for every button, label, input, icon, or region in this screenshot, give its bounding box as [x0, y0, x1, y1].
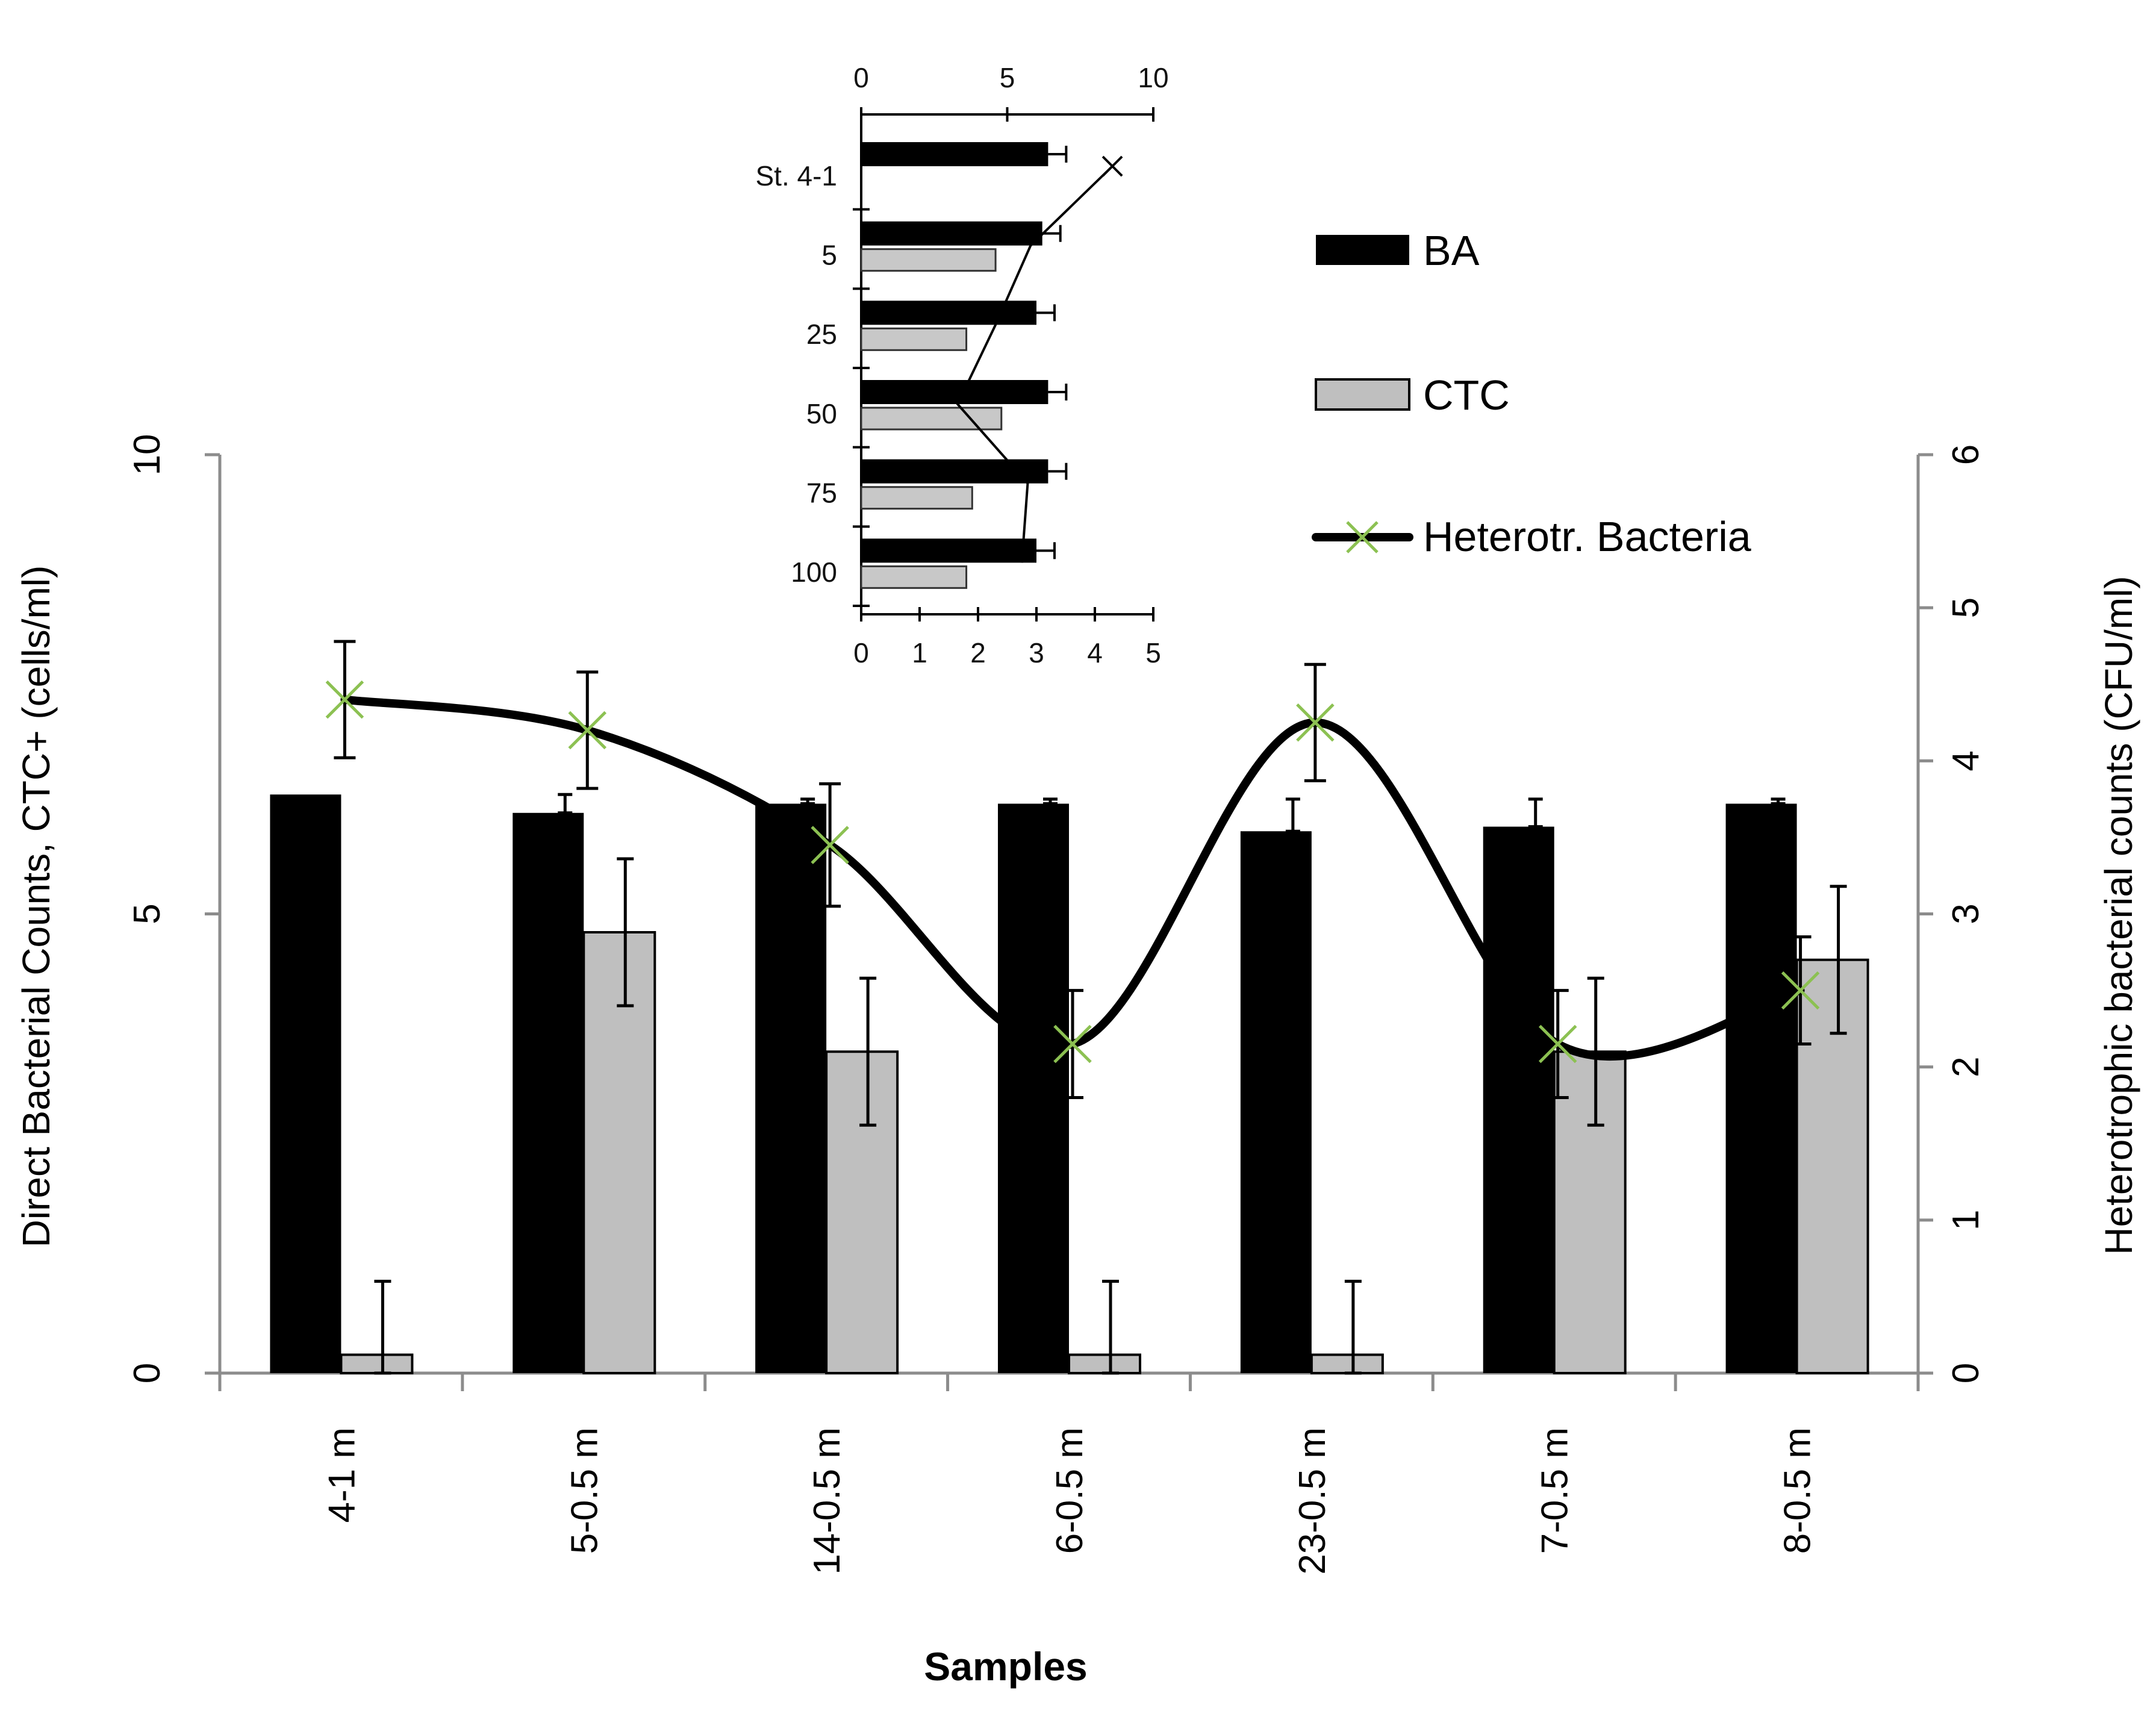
x-tick-label: 6-0.5 m — [1049, 1427, 1091, 1554]
bar-ctc — [340, 1353, 414, 1374]
legend-label-heterotr: Heterotr. Bacteria — [1423, 513, 1751, 560]
bar-ba — [755, 803, 827, 1373]
bar-ba — [513, 812, 584, 1373]
x-axis-title: Samples — [924, 1644, 1087, 1689]
bar-ctc — [582, 931, 656, 1374]
inset-bar-ba — [861, 459, 1048, 484]
bar-ba — [270, 794, 341, 1373]
marker-heterotr — [568, 711, 607, 750]
y-tick-label: 5 — [126, 903, 168, 924]
inset-category-label: 100 — [791, 556, 837, 588]
legend-swatch-heterotr-marker — [1346, 521, 1379, 553]
bar-ba — [1483, 826, 1554, 1373]
inset-bottom-tick-label: 3 — [1029, 637, 1044, 668]
y2-tick-label: 6 — [1945, 444, 1987, 465]
inset-bottom-tick-label: 5 — [1145, 637, 1161, 668]
inset-bottom-tick-label: 2 — [970, 637, 986, 668]
y-axis-title: Direct Bacterial Counts, CTC+ (cells/ml) — [14, 566, 58, 1248]
legend-label-ba: BA — [1423, 227, 1480, 274]
y2-axis-title: Heterotrophic bacterial counts (CFU/ml) — [2097, 576, 2140, 1254]
inset-category-label: 50 — [806, 398, 837, 429]
x-tick-label: 7-0.5 m — [1534, 1427, 1576, 1554]
inset-category-label: 75 — [806, 478, 837, 509]
inset-bottom-tick-label: 0 — [853, 637, 869, 668]
x-tick-label: 14-0.5 m — [806, 1427, 848, 1575]
bar-ctc — [1310, 1353, 1384, 1374]
inset-category-label: St. 4-1 — [755, 160, 837, 192]
bar-ctc — [1553, 1050, 1627, 1374]
y2-tick-label: 1 — [1945, 1210, 1987, 1230]
legend-swatch-ctc — [1315, 378, 1410, 411]
legend: BA CTC Heterotr. Bacteria — [1312, 227, 1751, 560]
x-tick-label: 8-0.5 m — [1777, 1427, 1819, 1554]
x-tick-label: 5-0.5 m — [564, 1427, 605, 1554]
inset-bar-ctc — [860, 486, 973, 510]
inset-top-tick-label: 5 — [1000, 62, 1015, 93]
inset-bar-ba — [861, 301, 1036, 325]
marker-heterotr — [1053, 1024, 1092, 1064]
inset-marker-heterotr — [1101, 155, 1123, 177]
bar-ba — [1725, 803, 1797, 1373]
inset-category-label: 25 — [806, 319, 837, 350]
inset-bar-ctc — [860, 407, 1003, 431]
bar-ctc — [1068, 1353, 1141, 1374]
inset-category-label: 5 — [821, 240, 837, 271]
marker-heterotr — [1781, 971, 1820, 1010]
bar-ba — [998, 803, 1069, 1373]
y-tick-label: 0 — [126, 1363, 168, 1383]
y2-tick-label: 3 — [1945, 903, 1987, 924]
inset-bar-ctc — [860, 327, 968, 351]
y2-tick-label: 5 — [1945, 597, 1987, 618]
series-line-heterotr — [340, 695, 1805, 1061]
inset-bar-ba — [861, 380, 1048, 404]
marker-heterotr — [811, 826, 849, 864]
marker-heterotr — [1296, 703, 1335, 742]
marker-heterotr — [325, 680, 364, 719]
inset-bottom-tick-label: 1 — [912, 637, 927, 668]
y2-tick-label: 2 — [1945, 1056, 1987, 1077]
bar-ctc — [1795, 958, 1869, 1374]
bar-ctc — [825, 1050, 899, 1374]
y-tick-label: 10 — [126, 434, 168, 476]
inset-bar-ctc — [860, 248, 997, 272]
inset-top-tick-label: 0 — [853, 62, 869, 93]
marker-heterotr — [1538, 1024, 1577, 1064]
inset-series-line-heterotr — [956, 165, 1114, 563]
y2-tick-label: 0 — [1945, 1363, 1987, 1383]
inset-bar-ba — [861, 221, 1042, 246]
x-tick-label: 4-1 m — [321, 1427, 363, 1522]
inset-bar-ba — [861, 538, 1036, 563]
bar-ba — [1240, 831, 1312, 1373]
y2-tick-label: 4 — [1945, 750, 1987, 771]
legend-swatch-ba — [1316, 235, 1409, 265]
inset-bar-ctc — [860, 565, 968, 589]
inset-bottom-tick-label: 4 — [1087, 637, 1103, 668]
inset-bar-ba — [861, 142, 1048, 166]
x-tick-label: 23-0.5 m — [1292, 1427, 1333, 1575]
inset-top-tick-label: 10 — [1138, 62, 1168, 93]
legend-label-ctc: CTC — [1423, 372, 1510, 419]
